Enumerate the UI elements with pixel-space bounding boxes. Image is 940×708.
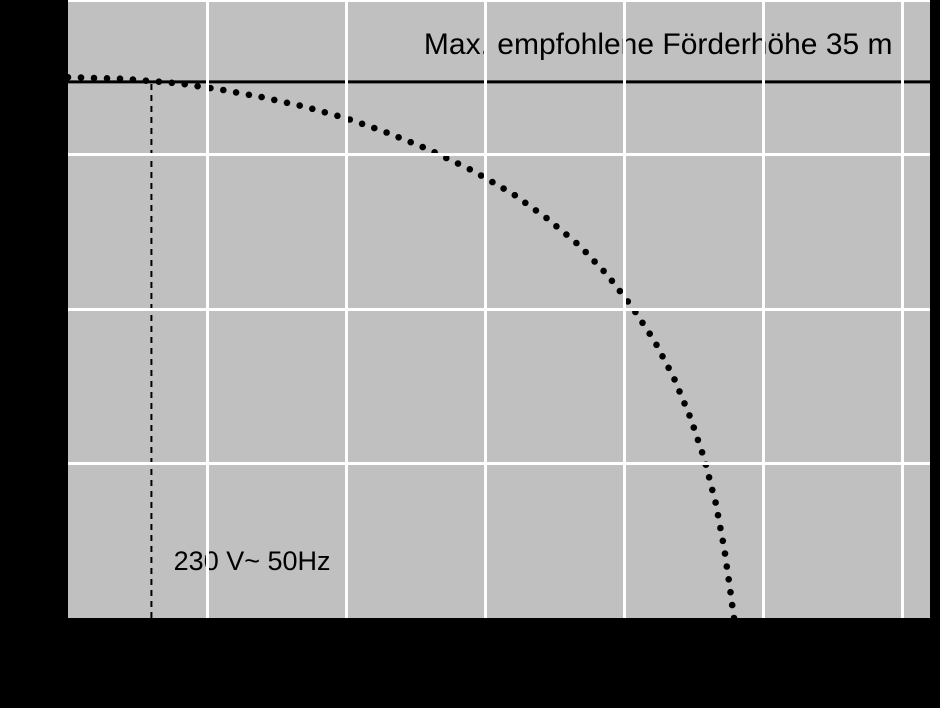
x-tick-label: 300	[882, 624, 922, 655]
y-tick-label: 20	[32, 291, 62, 322]
x-tick-label: 0	[48, 624, 88, 655]
y-tick-label: 40	[32, 0, 62, 13]
voltage-annotation: 230 V~ 50Hz	[174, 546, 331, 577]
chart-stage: Max. empfohlene Förderhöhe 35 m 230 V~ 5…	[0, 0, 940, 708]
grid-h	[68, 462, 930, 465]
chart-svg-overlay	[0, 0, 940, 708]
grid-h	[68, 308, 930, 311]
x-tick-label: 100	[326, 624, 366, 655]
y-tick-label: 30	[32, 137, 62, 168]
x-tick-label: 150	[465, 624, 505, 655]
x-tick-label: 50	[187, 624, 227, 655]
performance-curve	[65, 74, 738, 621]
grid-h	[68, 0, 930, 2]
x-axis-label: LITER PRO STUNDE	[396, 660, 636, 688]
x-tick-label: 200	[604, 624, 644, 655]
x-tick-label: 250	[743, 624, 783, 655]
max-head-annotation: Max. empfohlene Förderhöhe 35 m	[424, 28, 893, 62]
grid-h	[68, 153, 930, 156]
y-tick-label: 10	[32, 446, 62, 477]
